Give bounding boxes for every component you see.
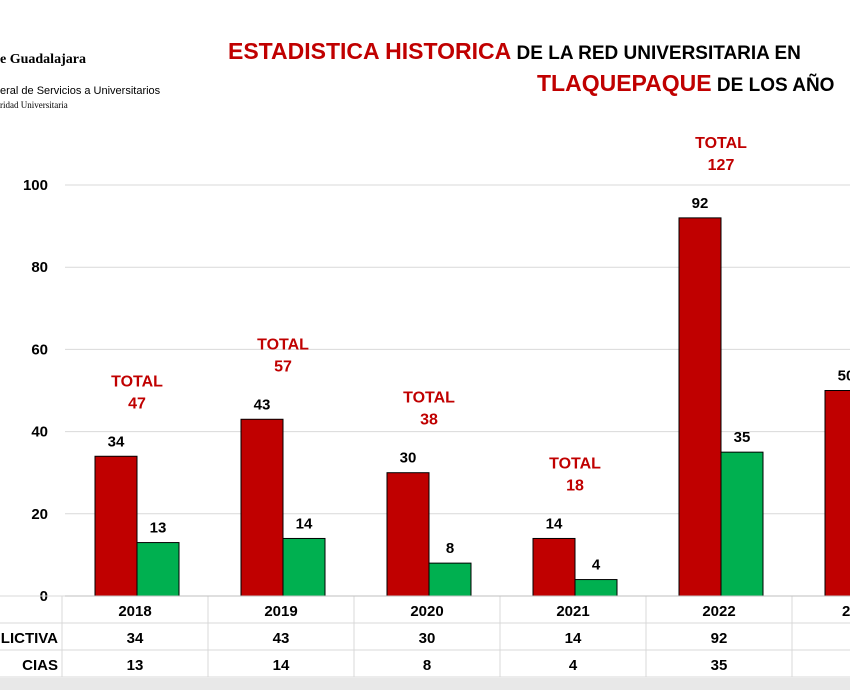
table-cell-value: 30: [419, 630, 436, 647]
total-label: TOTAL: [403, 390, 455, 407]
table-cell-value: 43: [273, 630, 290, 647]
y-tick-label: 20: [31, 506, 48, 523]
bar-value-label: 50: [838, 368, 850, 385]
bar-series1: [94, 455, 138, 597]
table-cell-value: 13: [127, 657, 144, 674]
table-cell-value: 92: [711, 630, 728, 647]
department-name: eral de Servicios a Universitarios: [0, 85, 161, 97]
y-tick-label: 40: [31, 424, 48, 441]
bar-value-label: 43: [254, 396, 271, 413]
table-cell-value: 14: [273, 657, 290, 674]
title-rest-2: DE LOS AÑO: [711, 75, 835, 96]
bar-value-label: 34: [108, 433, 125, 450]
bar-value-label: 8: [446, 540, 454, 557]
x-category-label: 2020: [410, 603, 443, 620]
bar-series2: [428, 562, 472, 597]
bar-value-label: 14: [296, 515, 313, 532]
bar-value-label: 30: [400, 450, 417, 467]
bar-series2: [282, 537, 326, 597]
chart-title-line2: TLAQUEPAQUE DE LOS AÑO: [537, 70, 834, 97]
table-cell-value: 4: [569, 657, 578, 674]
total-value: 47: [128, 395, 146, 412]
unit-name: ridad Universitaria: [0, 100, 68, 110]
y-tick-label: 80: [31, 259, 48, 276]
bar-value-label: 14: [546, 515, 563, 532]
bar-series1: [240, 418, 284, 597]
total-label: TOTAL: [111, 373, 163, 390]
table-row-label: CIAS: [22, 657, 58, 674]
bottom-scrollbar-area: [0, 678, 850, 690]
x-category-label: 2019: [264, 603, 297, 620]
x-category-label: 2022: [702, 603, 735, 620]
total-label: TOTAL: [695, 135, 747, 152]
total-value: 18: [566, 477, 584, 494]
x-category-label: 2: [842, 603, 850, 620]
bar-series1: [386, 472, 430, 597]
total-label: TOTAL: [257, 336, 309, 353]
table-cell-value: 34: [127, 630, 144, 647]
chart-title-line1: ESTADISTICA HISTORICA DE LA RED UNIVERSI…: [228, 38, 801, 65]
table-cell-value: 35: [711, 657, 728, 674]
title-highlight-2: TLAQUEPAQUE: [537, 70, 712, 96]
bar-series1: [678, 217, 722, 597]
total-value: 38: [420, 412, 438, 429]
table-row-label: LICTIVA: [1, 630, 58, 647]
total-value: 127: [708, 157, 735, 174]
bar-series1: [532, 537, 576, 597]
x-category-label: 2021: [556, 603, 589, 620]
table-cell-value: 8: [423, 657, 431, 674]
bar-series2: [574, 579, 618, 597]
bar-series1: [824, 390, 850, 597]
university-name: e Guadalajara: [0, 52, 86, 67]
table-cell-value: 14: [565, 630, 582, 647]
bar-value-label: 92: [692, 195, 709, 212]
bar-series2: [720, 451, 764, 597]
bar-series2: [136, 542, 180, 597]
total-label: TOTAL: [549, 455, 601, 472]
bar-value-label: 35: [734, 429, 751, 446]
bar-value-label: 13: [150, 520, 167, 537]
total-value: 57: [274, 358, 292, 375]
bar-value-label: 4: [592, 557, 601, 574]
title-rest-1: DE LA RED UNIVERSITARIA EN: [511, 43, 801, 64]
title-highlight-1: ESTADISTICA HISTORICA: [228, 38, 512, 64]
y-tick-label: 100: [23, 177, 48, 194]
y-tick-label: 60: [31, 341, 48, 358]
x-category-label: 2018: [118, 603, 151, 620]
